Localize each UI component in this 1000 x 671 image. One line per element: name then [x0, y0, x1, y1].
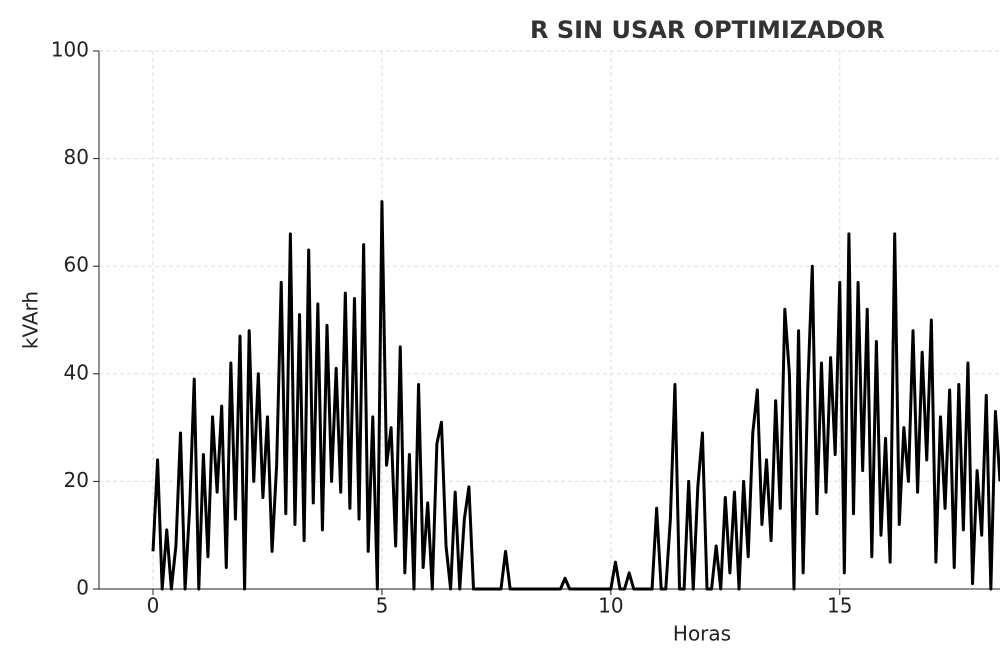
y-tick-label: 100: [51, 38, 89, 62]
x-tick-label: 15: [827, 594, 852, 618]
y-tick-label: 60: [64, 253, 89, 277]
y-tick-label: 20: [64, 468, 89, 492]
x-axis-label: Horas: [673, 622, 731, 646]
x-tick-label: 5: [376, 594, 389, 618]
y-tick-label: 40: [64, 360, 89, 384]
y-axis-label: kVArh: [19, 291, 43, 349]
y-tick-label: 0: [76, 576, 89, 600]
chart-title: R SIN USAR OPTIMIZADOR: [530, 16, 885, 44]
x-tick-label: 10: [598, 594, 623, 618]
data-line: [151, 200, 1000, 591]
x-tick-label: 0: [147, 594, 160, 618]
y-tick-label: 80: [64, 145, 89, 169]
